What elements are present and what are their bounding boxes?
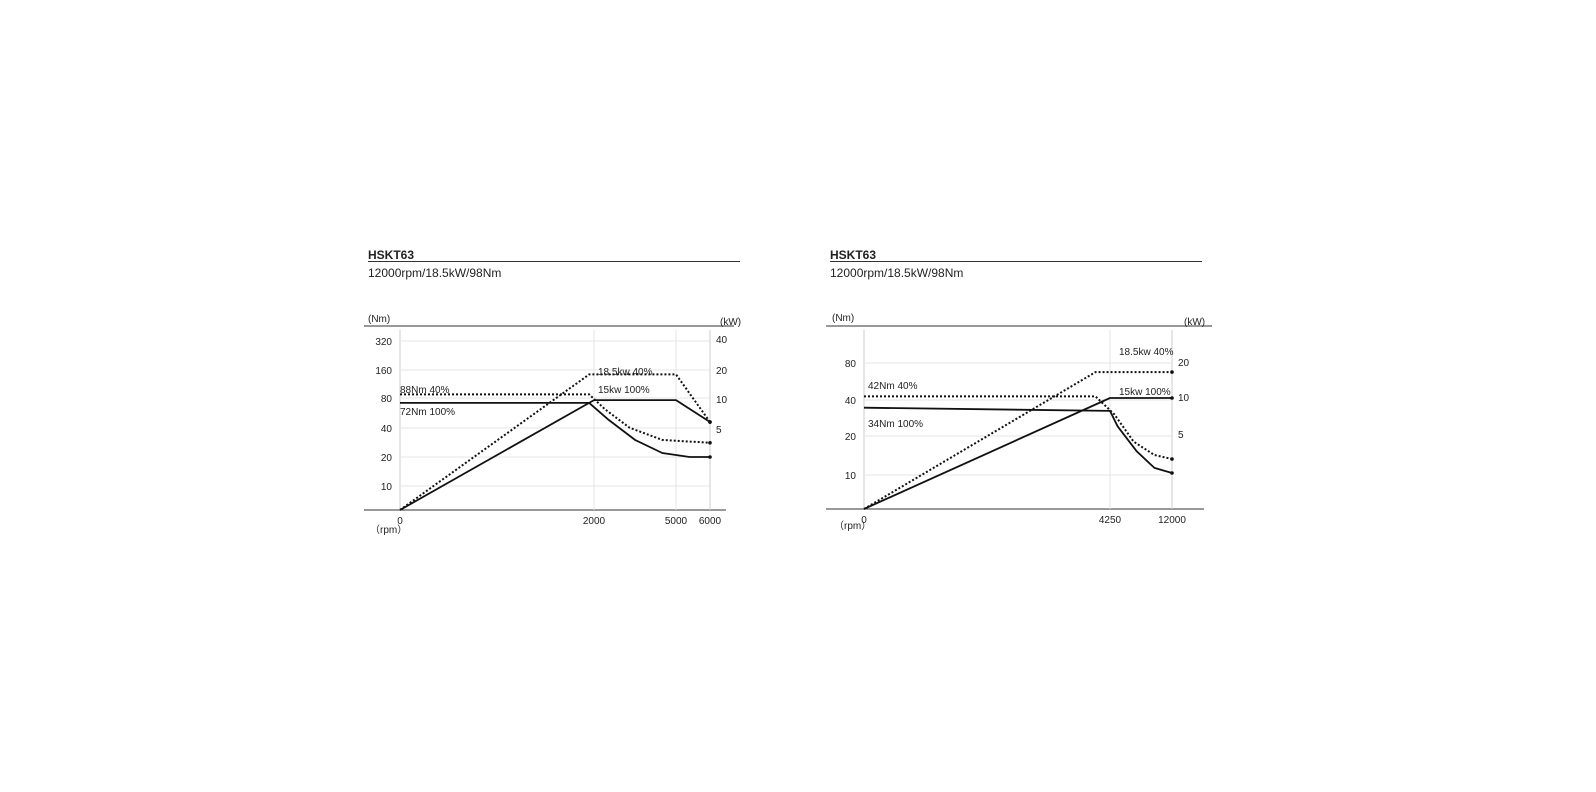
left-tick-label: 40	[845, 396, 857, 407]
series-line-18-5kw-40	[863, 371, 1172, 510]
left-tick-label: 80	[381, 394, 393, 405]
chart-subtitle: 12000rpm/18.5kW/98Nm	[368, 266, 502, 280]
chart-title: HSKT63	[368, 248, 415, 262]
series-label: 15kw 100%	[598, 385, 650, 396]
x-tick-label: 0	[397, 516, 403, 527]
torque-power-chart: (Nm) (kW) （rpm） 10 20 40 80 160 320 5 10 20 40 0 2000 5…	[364, 314, 741, 536]
series-line-18-5kw-40	[399, 373, 711, 511]
chart-subtitle: 12000rpm/18.5kW/98Nm	[830, 266, 964, 280]
x-tick-label: 5000	[665, 516, 688, 527]
series-label: 18.5kw 40%	[598, 367, 653, 378]
left-tick-label: 10	[845, 471, 857, 482]
series-line-15kw-100	[863, 397, 1172, 510]
series-label: 18.5kw 40%	[1119, 347, 1174, 358]
right-tick-label: 20	[716, 366, 728, 377]
right-axis-unit: (kW)	[720, 317, 741, 328]
left-tick-label: 160	[375, 366, 392, 377]
left-axis-unit: (Nm)	[368, 314, 390, 325]
series-label: 42Nm 40%	[868, 381, 918, 392]
series-end-marker	[1170, 471, 1174, 475]
chart-panel-right: HSKT63 12000rpm/18.5kW/98Nm (Nm) (kW) （rpm…	[826, 0, 1230, 560]
left-tick-label: 320	[375, 337, 392, 348]
series-label: 34Nm 100%	[868, 419, 923, 430]
left-tick-label: 40	[381, 424, 393, 435]
right-axis-unit: (kW)	[1184, 317, 1205, 328]
title-divider	[830, 261, 1202, 262]
right-tick-label: 10	[716, 395, 728, 406]
x-tick-label: 2000	[583, 516, 606, 527]
series-line-88nm-40	[400, 393, 711, 444]
right-tick-label: 5	[1178, 430, 1184, 441]
series-end-marker	[1170, 370, 1174, 374]
left-tick-label: 80	[845, 359, 857, 370]
left-axis-unit: (Nm)	[832, 313, 854, 324]
left-tick-label: 20	[381, 453, 393, 464]
x-tick-label: 12000	[1158, 515, 1186, 526]
series-label: 88Nm 40%	[400, 385, 450, 396]
series-label: 72Nm 100%	[400, 407, 455, 418]
x-axis-unit: （rpm）	[370, 524, 407, 536]
chart-title: HSKT63	[830, 248, 877, 262]
x-axis-unit: （rpm）	[834, 520, 871, 532]
x-tick-label: 6000	[699, 516, 722, 527]
x-tick-label: 0	[861, 515, 867, 526]
series-end-marker	[1170, 396, 1174, 400]
left-tick-label: 10	[381, 482, 393, 493]
x-tick-label: 4250	[1099, 515, 1122, 526]
series-label: 15kw 100%	[1119, 387, 1171, 398]
left-tick-label: 20	[845, 432, 857, 443]
right-tick-label: 10	[1178, 393, 1190, 404]
right-tick-label: 5	[716, 425, 722, 436]
series-line-42nm-40	[864, 395, 1173, 460]
torque-power-chart: (Nm) (kW) （rpm） 10 20 40 80 5 10 20 0 4250 12000 42Nm…	[826, 313, 1212, 532]
series-end-marker	[708, 440, 712, 445]
chart-panel-left: HSKT63 12000rpm/18.5kW/98Nm (Nm) (kW) （rpm…	[364, 0, 768, 560]
series-end-marker	[708, 420, 712, 424]
title-divider	[368, 261, 740, 262]
series-end-marker	[1170, 457, 1174, 461]
right-tick-label: 20	[1178, 358, 1190, 369]
series-end-marker	[708, 455, 712, 459]
right-tick-label: 40	[716, 335, 728, 346]
series-line-34nm-100	[863, 406, 1173, 474]
series-line-15kw-100	[399, 399, 711, 511]
